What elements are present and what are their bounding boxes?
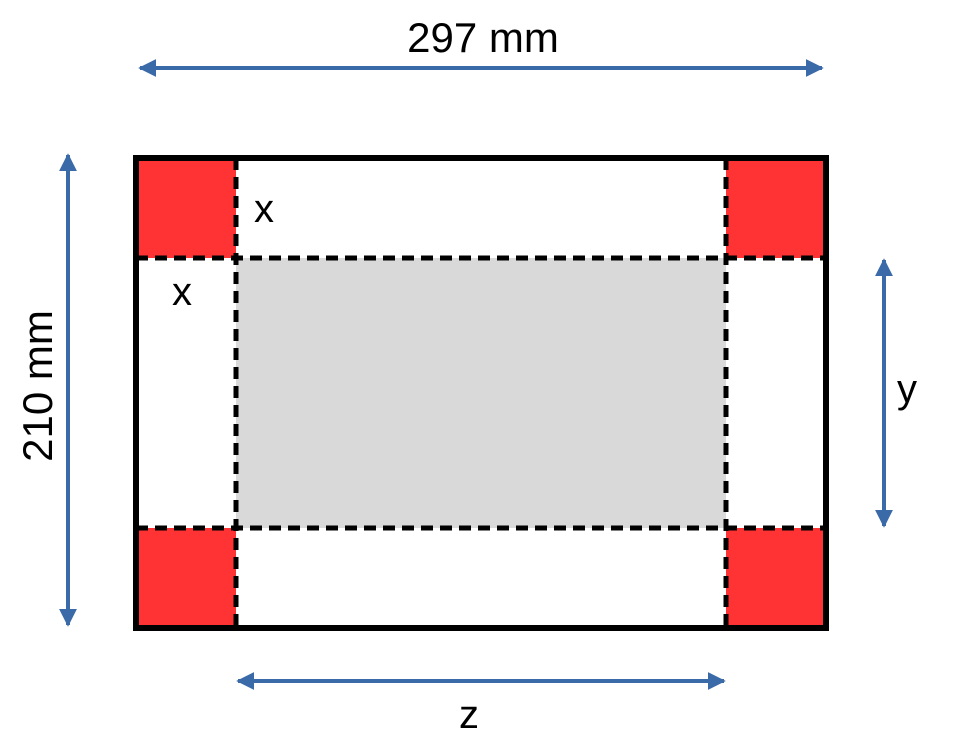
box-base-region (236, 258, 726, 528)
corner-x-label-left: x (172, 270, 192, 314)
fold-lines (136, 158, 826, 628)
corner-x-label-top: x (254, 187, 274, 231)
corner-square-top-right (726, 158, 826, 258)
paper-outline (133, 155, 829, 631)
corner-square-bottom-left (136, 528, 236, 628)
corner-square-bottom-right (726, 528, 826, 628)
dimension-arrows (59, 59, 893, 690)
z-label: z (459, 693, 479, 737)
height-label: 210 mm (14, 310, 61, 462)
y-label: y (897, 367, 917, 411)
width-label: 297 mm (407, 14, 559, 61)
corner-square-top-left (136, 158, 236, 258)
